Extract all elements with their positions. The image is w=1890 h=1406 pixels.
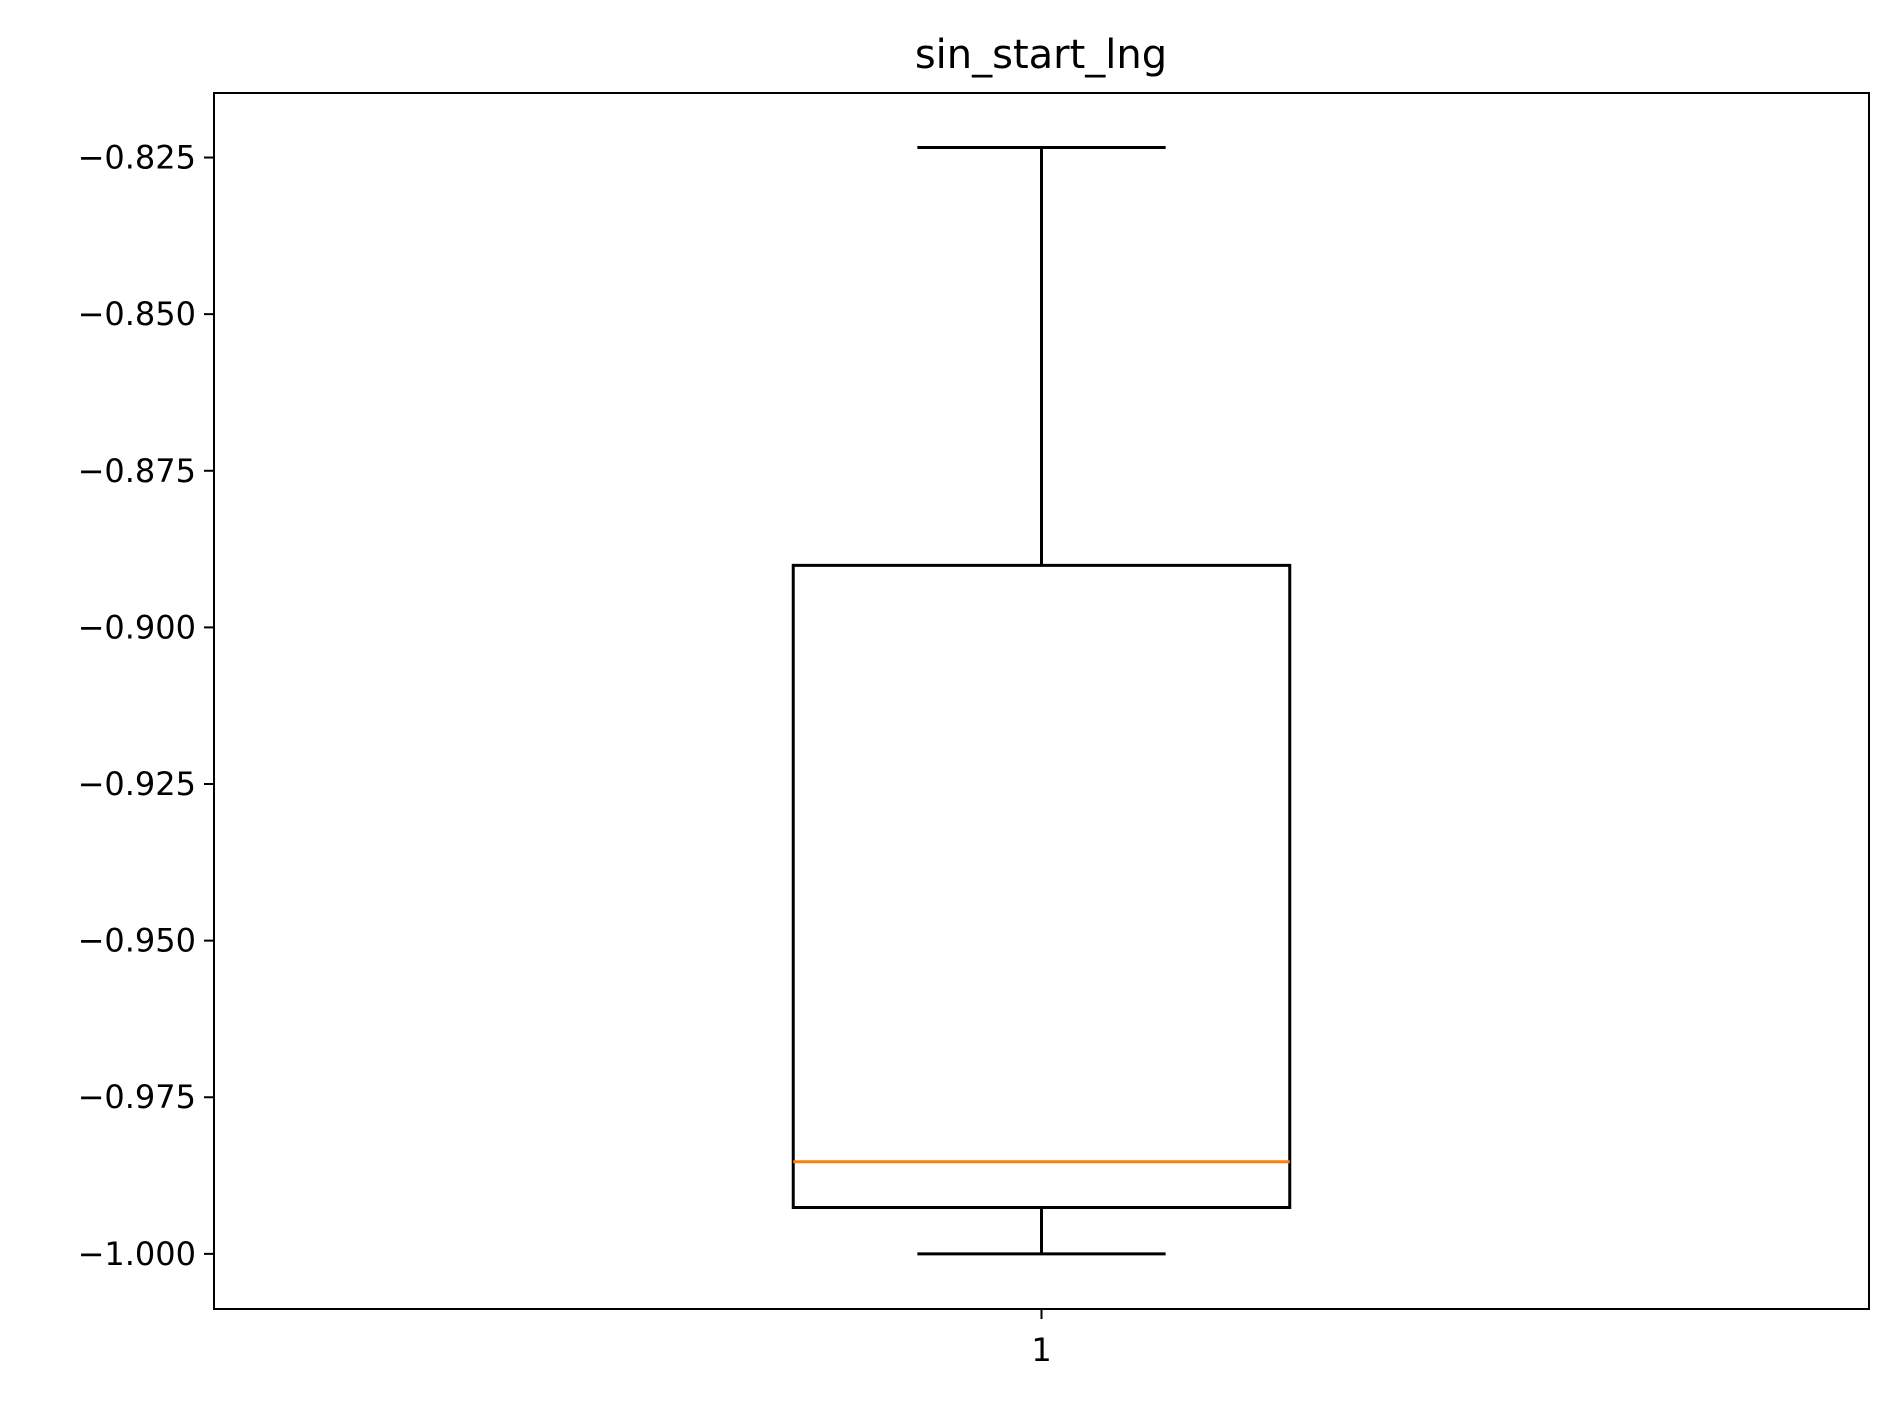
chart-title: sin_start_lng	[915, 32, 1167, 78]
y-tick-label: −0.975	[78, 1078, 196, 1116]
x-tick-label: 1	[1031, 1331, 1051, 1369]
y-tick-label: −0.850	[78, 295, 196, 333]
y-tick-label: −0.950	[78, 922, 196, 960]
y-tick-label: −0.925	[78, 765, 196, 803]
y-tick-label: −0.900	[78, 608, 196, 646]
y-tick-label: −0.825	[78, 139, 196, 177]
y-tick-label: −1.000	[78, 1235, 196, 1273]
y-tick-label: −0.875	[78, 452, 196, 490]
plot-frame	[213, 92, 1870, 1310]
iqr-box	[791, 563, 1292, 1210]
